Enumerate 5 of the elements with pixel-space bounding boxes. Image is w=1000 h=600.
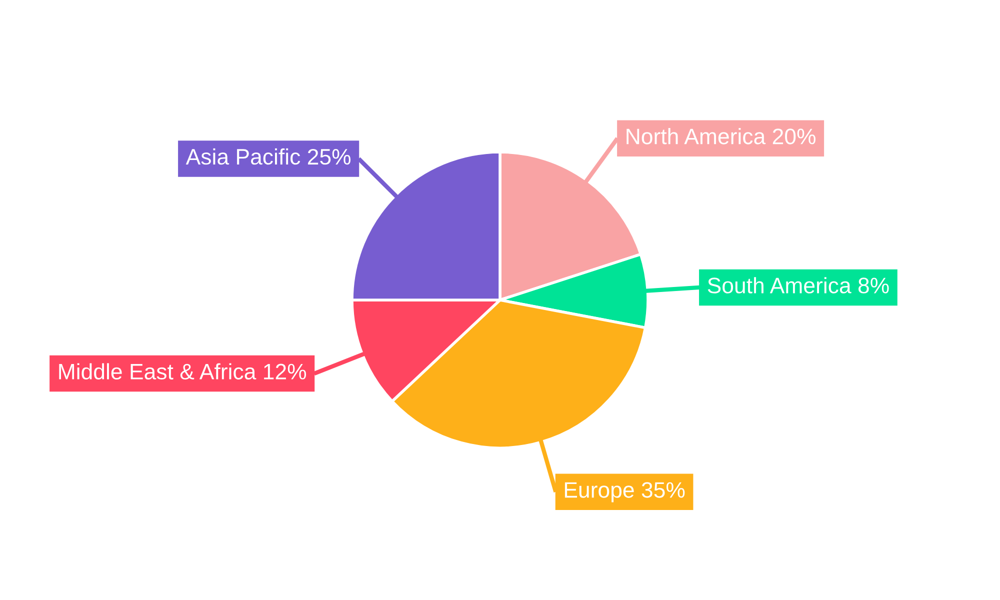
slice-label: South America 8%: [708, 277, 889, 294]
slice-label: Asia Pacific 25%: [186, 148, 351, 165]
slice-label: Middle East & Africa 12%: [59, 363, 306, 380]
slice-label: Europe 35%: [564, 482, 685, 502]
slice-label: North America 20%: [626, 128, 816, 144]
